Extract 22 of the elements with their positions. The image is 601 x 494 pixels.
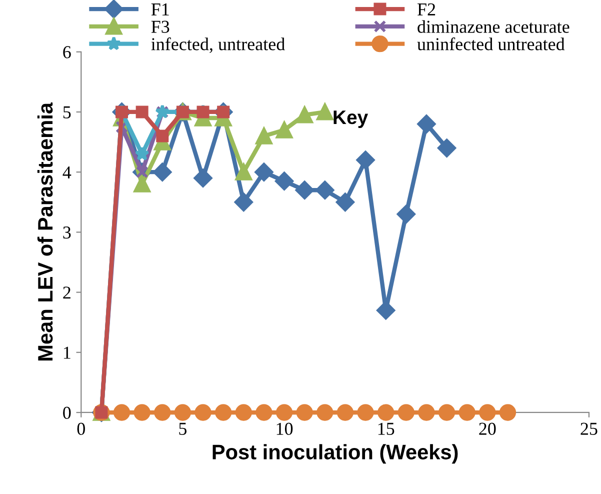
legend-label: F1 <box>151 3 169 16</box>
x-tick-label: 15 <box>378 422 394 435</box>
y-tick-label: 1 <box>64 346 70 359</box>
x-tick-label: 0 <box>77 422 85 435</box>
x-axis-title: Post inoculation (Weeks) <box>212 444 458 464</box>
y-tick-label: 6 <box>63 46 71 58</box>
x-tick-label: 5 <box>179 422 187 435</box>
y-tick-label: 0 <box>63 406 71 419</box>
x-tick-label: 20 <box>479 422 496 435</box>
annotation: Key <box>334 110 368 128</box>
x-tick-label: 25 <box>580 422 598 435</box>
legend-label: diminazene aceturate <box>418 20 570 33</box>
y-tick-label: 4 <box>62 166 72 178</box>
x-tick-label: 10 <box>276 422 293 435</box>
legend-label: F3 <box>151 20 170 33</box>
legend-label: F2 <box>417 3 436 16</box>
y-tick-label: 2 <box>63 286 70 299</box>
y-tick-label: 3 <box>63 226 71 239</box>
y-tick-label: 5 <box>63 106 71 118</box>
legend-label: uninfected untreated <box>417 37 565 50</box>
y-axis-title: Mean LEV of Parasitaemia <box>37 102 53 360</box>
legend-label: infected, untreated <box>151 37 285 53</box>
